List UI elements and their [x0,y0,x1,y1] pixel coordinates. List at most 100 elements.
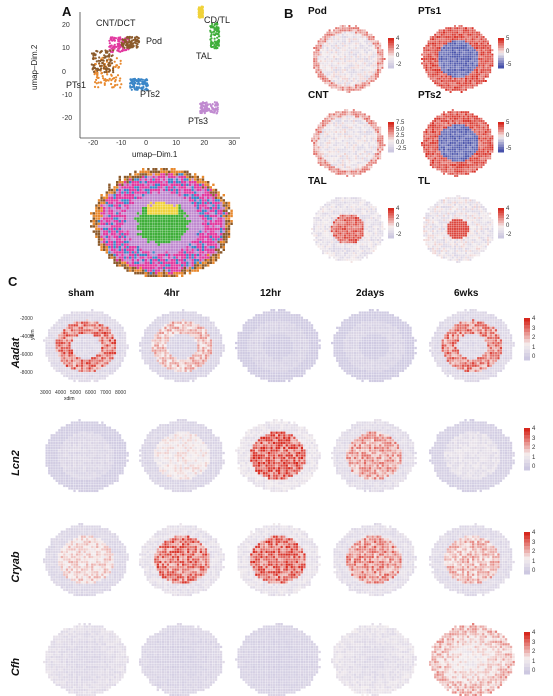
tissue-spot [379,54,381,56]
tissue-spot [359,120,361,122]
spatial-spot [171,259,173,261]
spatial-spot [189,246,191,248]
tissue-spot [344,173,346,175]
tissue-spot [326,38,328,40]
tissue-spot [432,76,434,78]
tissue-spot [333,149,335,151]
tissue-spot [337,34,339,36]
spatial-spot [165,186,167,188]
spatial-spot [207,212,209,214]
spatial-spot [116,264,118,266]
tissue-spot [313,58,315,60]
tissue-spot [489,49,491,51]
spatial-spot [165,189,167,191]
spatial-spot [168,233,170,235]
spatial-spot [176,249,178,251]
tissue-spot [467,29,469,31]
tissue-spot [348,89,350,91]
spatial-spot [217,217,219,219]
spatial-spot [103,210,105,212]
spatial-spot [186,189,188,191]
tissue-spot [364,32,366,34]
spatial-spot [178,272,180,274]
tissue-spot [351,84,353,86]
tissue-spot [474,29,476,31]
tissue-spot [342,146,344,148]
spatial-spot [173,238,175,240]
tissue-spot [375,153,377,155]
umap-point-tal [216,37,218,39]
umap-point-pts2 [129,78,131,80]
tissue-spot [474,116,476,118]
spatial-spot [158,259,160,261]
spatial-spot [207,194,209,196]
tissue-spot [370,146,372,148]
tissue-spot [480,47,482,49]
spatial-spot [126,204,128,206]
cluster-label-pts1: PTs1 [66,80,86,90]
tissue-spot [359,40,361,42]
spatial-spot [228,215,230,217]
tissue-spot [326,78,328,80]
tissue-spot [366,124,368,126]
tissue-spot [377,51,379,53]
tissue-spot [465,73,467,75]
tissue-spot [344,25,346,27]
tissue-spot [351,69,353,71]
tissue-spot [483,58,485,60]
spatial-spot [171,181,173,183]
spatial-spot [124,184,126,186]
tissue-spot [439,29,441,31]
tissue-spot [366,71,368,73]
tissue-spot [337,47,339,49]
tissue-spot [474,54,476,56]
spatial-spot [147,199,149,201]
umap-point-cnt-dct [120,60,122,62]
tissue-spot [450,34,452,36]
spatial-spot [95,220,97,222]
tissue-spot [357,34,359,36]
spatial-spot [155,269,157,271]
spatial-spot [173,262,175,264]
spatial-spot [176,272,178,274]
spatial-spot [100,246,102,248]
spatial-spot [137,194,139,196]
tissue-spot [324,73,326,75]
tissue-spot [478,73,480,75]
spatial-spot [152,241,154,243]
tissue-spot [351,56,353,58]
tissue-spot [436,34,438,36]
tissue-spot [320,160,322,162]
spatial-spot [165,202,167,204]
spatial-spot [129,173,131,175]
tissue-spot [474,67,476,69]
spatial-spot [189,186,191,188]
tissue-spot [333,29,335,31]
tissue-spot [368,43,370,45]
tissue-spot [344,27,346,29]
tissue-spot [344,153,346,155]
spatial-spot [150,207,152,209]
tissue-spot [368,127,370,129]
tissue-spot [355,135,357,137]
tissue-spot [483,73,485,75]
tissue-spot [368,56,370,58]
tissue-spot [355,173,357,175]
spatial-spot [176,194,178,196]
tissue-spot [329,84,331,86]
spatial-spot [186,204,188,206]
tissue-spot [434,38,436,40]
tissue-spot [454,56,456,58]
tissue-spot [489,54,491,56]
spatial-spot [168,269,170,271]
tissue-spot [348,133,350,135]
tissue-spot [452,27,454,29]
tissue-spot [445,67,447,69]
spatial-spot [160,228,162,230]
tissue-spot [487,71,489,73]
spatial-spot [155,212,157,214]
tissue-spot [461,40,463,42]
tissue-spot [346,116,348,118]
tissue-spot [355,151,357,153]
spatial-spot [160,262,162,264]
